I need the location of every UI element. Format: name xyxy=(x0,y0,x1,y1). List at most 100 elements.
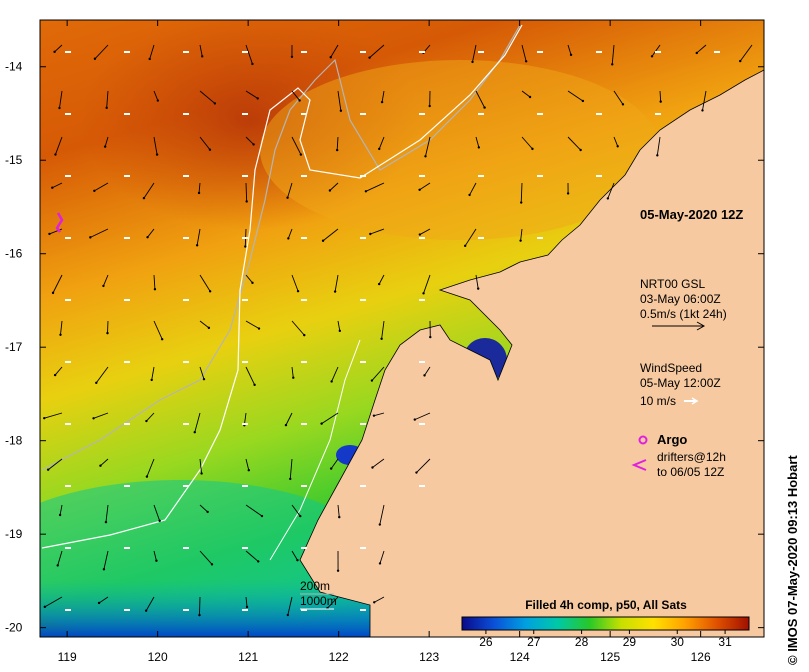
colorbar-tick-label: 26 xyxy=(479,635,493,649)
current-scale-label: 0.5m/s (1kt 24h) xyxy=(640,307,727,321)
current-vector xyxy=(475,136,480,148)
current-vector xyxy=(199,320,210,329)
current-vector-head xyxy=(155,559,158,562)
current-vector-head xyxy=(483,106,486,109)
colorbar-tick-label: 29 xyxy=(623,635,637,649)
current-vector xyxy=(199,504,208,513)
current-vector-head xyxy=(418,188,421,191)
credit-label: © IMOS 07-May-2020 09:13 Hobart xyxy=(785,455,800,665)
current-vector xyxy=(60,320,63,335)
current-vector-head xyxy=(58,106,61,110)
current-vector xyxy=(291,90,300,101)
current-vector-head xyxy=(244,245,247,248)
current-vector-head xyxy=(290,55,294,59)
current-vector-head xyxy=(104,520,108,524)
x-tick-label: 125 xyxy=(600,650,620,664)
current-vector xyxy=(327,596,339,609)
current-vector-head xyxy=(370,379,374,382)
current-vector-head xyxy=(103,145,107,148)
current-vector-head xyxy=(200,472,203,475)
current-vector-head xyxy=(286,196,289,199)
current-vector xyxy=(145,596,155,611)
current-vector xyxy=(414,412,431,421)
current-vector-head xyxy=(286,613,290,617)
current-vector xyxy=(381,90,385,103)
current-vector xyxy=(607,182,615,199)
current-vector xyxy=(52,182,63,189)
current-vector xyxy=(656,136,661,156)
current-vector xyxy=(416,458,431,473)
current-vector-head xyxy=(53,50,56,54)
current-vector xyxy=(245,90,258,99)
current-vector-head xyxy=(253,383,256,387)
current-vector xyxy=(196,228,201,246)
current-vector-head xyxy=(701,109,704,112)
current-vector-head xyxy=(524,60,528,63)
current-vector-head xyxy=(378,147,381,151)
current-vector-head xyxy=(372,414,376,417)
contour-legend-1000m: 1000m xyxy=(300,594,337,608)
current-vector-head xyxy=(330,380,333,383)
current-vector xyxy=(611,44,615,65)
current-vector xyxy=(291,366,294,378)
current-vector xyxy=(287,182,293,198)
current-time-label: 03-May 06:00Z xyxy=(640,292,721,306)
current-vector-head xyxy=(418,233,422,236)
current-vector xyxy=(245,458,250,471)
current-vector xyxy=(521,44,527,62)
current-vector-head xyxy=(158,519,161,523)
datetime-label: 05-May-2020 12Z xyxy=(640,207,743,222)
current-vector-head xyxy=(197,191,201,195)
current-vector-head xyxy=(338,329,342,333)
y-tick-label: -16 xyxy=(5,247,23,261)
current-vector-head xyxy=(160,338,164,341)
current-vector xyxy=(59,90,63,109)
current-vector-head xyxy=(257,560,260,563)
current-vector-head xyxy=(89,236,92,239)
y-axis: -14 -15 -16 -17 -18 -19 -20 xyxy=(5,60,764,635)
current-vector-head xyxy=(739,59,742,63)
x-tick-label: 120 xyxy=(148,650,168,664)
current-vector xyxy=(336,136,339,151)
current-vector xyxy=(374,596,385,603)
current-vector xyxy=(245,366,256,386)
current-vector xyxy=(321,412,339,425)
current-vector-head xyxy=(54,153,57,156)
current-vector xyxy=(52,274,63,294)
colorbar-tick-label: 30 xyxy=(671,635,685,649)
current-vector xyxy=(289,458,293,479)
current-vector-head xyxy=(428,104,431,108)
current-vector xyxy=(331,366,339,382)
contour-1000m xyxy=(41,24,523,549)
current-vector xyxy=(245,274,253,284)
current-vector-head xyxy=(150,378,153,382)
current-vector-head xyxy=(208,290,212,293)
current-vector xyxy=(291,136,302,155)
current-vector xyxy=(334,274,339,292)
x-tick-label: 122 xyxy=(329,650,349,664)
current-vector-head xyxy=(463,244,467,248)
current-vector xyxy=(94,44,109,60)
current-vectors xyxy=(43,44,753,617)
current-vector-head xyxy=(93,57,97,60)
current-vector xyxy=(245,136,254,145)
current-vector-head xyxy=(251,281,254,285)
current-vector xyxy=(199,44,203,57)
current-vector-head xyxy=(531,147,534,151)
current-vector xyxy=(521,136,533,150)
contour-200m xyxy=(41,24,521,471)
current-vector-head xyxy=(213,102,217,105)
current-vector xyxy=(337,320,341,331)
current-vector xyxy=(94,182,109,192)
current-vector xyxy=(469,182,477,196)
y-tick-label: -18 xyxy=(5,434,23,448)
current-vector-head xyxy=(93,189,96,193)
current-vector xyxy=(245,596,248,607)
current-vector-head xyxy=(289,477,292,481)
current-vector-head xyxy=(606,197,610,200)
current-vector-head xyxy=(56,564,59,567)
y-tick-label: -19 xyxy=(5,527,23,541)
current-vector xyxy=(103,550,109,570)
current-vector xyxy=(425,136,431,157)
current-vector-head xyxy=(329,56,332,59)
